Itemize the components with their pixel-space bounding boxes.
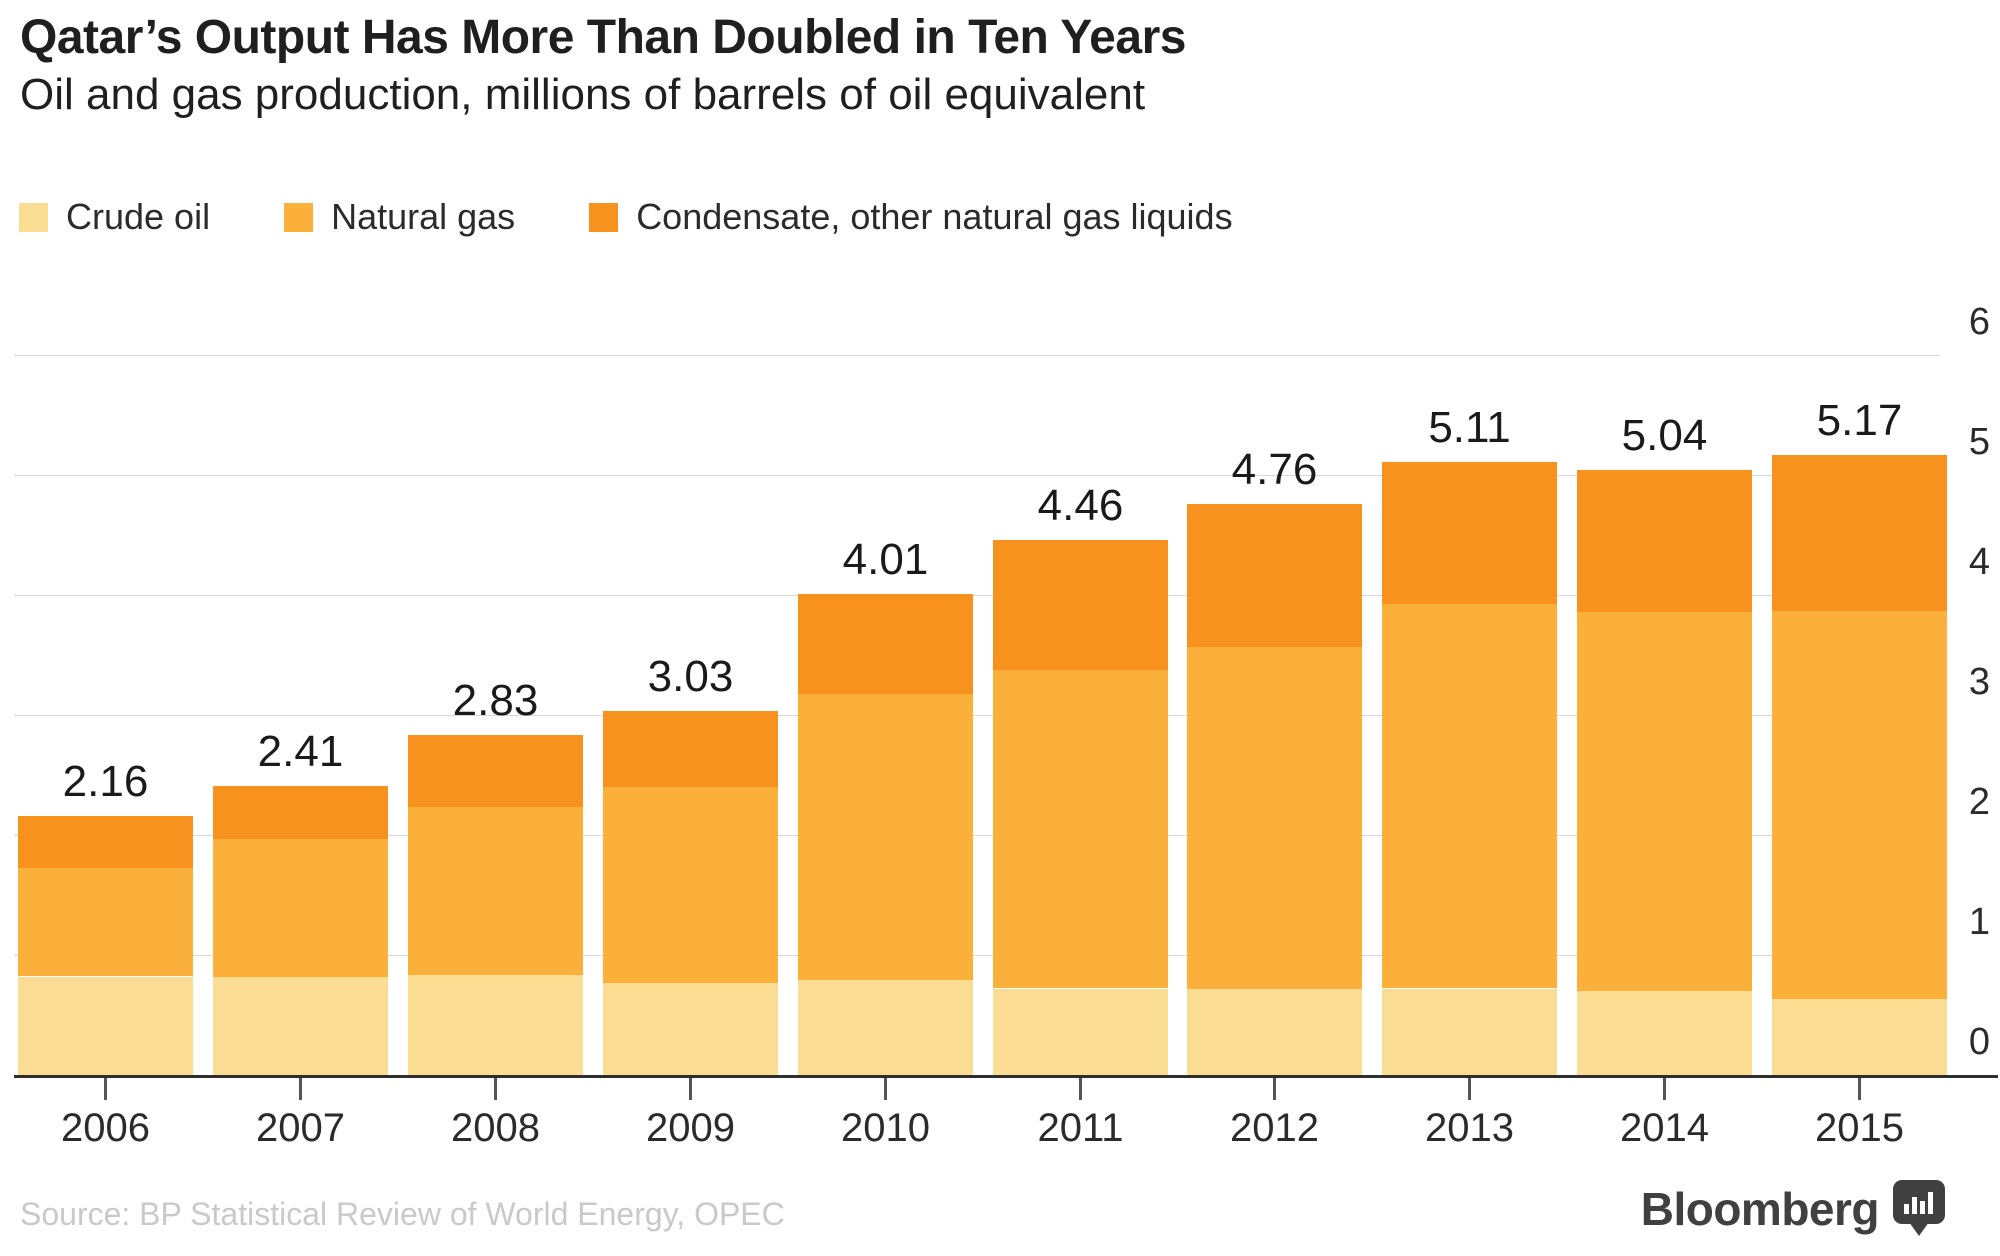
x-axis-label-2010: 2010 bbox=[841, 1106, 930, 1150]
x-axis-label-2015: 2015 bbox=[1815, 1106, 1904, 1150]
bar-segment-natural-gas-2007 bbox=[213, 839, 388, 977]
gridline-6 bbox=[14, 355, 1940, 356]
bar-segment-crude-oil-2014 bbox=[1577, 991, 1752, 1075]
x-axis-label-2007: 2007 bbox=[256, 1106, 345, 1150]
gridline-3 bbox=[14, 715, 1940, 716]
bloomberg-logo: Bloomberg bbox=[1641, 1180, 1945, 1238]
gridline-1 bbox=[14, 955, 1940, 956]
y-axis-label-0: 0 bbox=[1968, 1021, 1990, 1063]
x-axis-label-2008: 2008 bbox=[451, 1106, 540, 1150]
bar-total-label-2014: 5.04 bbox=[1621, 411, 1708, 460]
x-axis-label-2011: 2011 bbox=[1037, 1106, 1124, 1150]
y-axis-label-2: 2 bbox=[1968, 781, 1990, 823]
source-note: Source: BP Statistical Review of World E… bbox=[20, 1196, 785, 1232]
bar-segment-crude-oil-2011 bbox=[993, 989, 1168, 1075]
bar-segment-condensate-other-natural-gas-liquids-2006 bbox=[18, 816, 193, 868]
y-axis-label-5: 5 bbox=[1968, 421, 1990, 463]
x-axis-tick-2008 bbox=[494, 1078, 497, 1100]
bar-segment-crude-oil-2015 bbox=[1772, 998, 1947, 1075]
bar-segment-condensate-other-natural-gas-liquids-2014 bbox=[1577, 470, 1752, 612]
bar-segment-natural-gas-2012 bbox=[1187, 647, 1362, 989]
x-axis-tick-2011 bbox=[1079, 1078, 1082, 1100]
gridline-2 bbox=[14, 835, 1940, 836]
y-axis-label-1: 1 bbox=[1968, 901, 1990, 943]
legend-swatch-condensate-other-natural-gas-liquids bbox=[589, 202, 619, 232]
bloomberg-wordmark: Bloomberg bbox=[1640, 1183, 1880, 1235]
x-axis-label-2014: 2014 bbox=[1620, 1106, 1709, 1150]
x-axis-tick-2013 bbox=[1468, 1078, 1471, 1100]
bar-segment-crude-oil-2012 bbox=[1187, 989, 1362, 1075]
chart-subtitle: Oil and gas production, millions of barr… bbox=[20, 70, 1146, 119]
legend-swatch-crude-oil bbox=[19, 202, 48, 232]
bar-segment-crude-oil-2006 bbox=[18, 977, 193, 1075]
bar-segment-condensate-other-natural-gas-liquids-2013 bbox=[1382, 462, 1557, 604]
bar-total-label-2006: 2.16 bbox=[62, 757, 149, 806]
bar-segment-crude-oil-2013 bbox=[1382, 989, 1557, 1075]
bar-segment-natural-gas-2009 bbox=[603, 787, 778, 983]
bar-segment-natural-gas-2010 bbox=[798, 693, 973, 980]
bar-segment-natural-gas-2013 bbox=[1382, 603, 1557, 988]
bar-segment-natural-gas-2006 bbox=[18, 867, 193, 976]
bar-segment-crude-oil-2008 bbox=[408, 975, 583, 1075]
bar-total-label-2010: 4.01 bbox=[842, 535, 929, 584]
bar-segment-crude-oil-2007 bbox=[213, 977, 388, 1075]
x-axis-label-2012: 2012 bbox=[1230, 1106, 1319, 1150]
gridline-4 bbox=[14, 595, 1940, 596]
legend-label-crude-oil: Crude oil bbox=[66, 196, 211, 237]
legend-item-natural-gas: Natural gas bbox=[284, 196, 515, 238]
bar-total-label-2008: 2.83 bbox=[452, 676, 539, 725]
bar-segment-condensate-other-natural-gas-liquids-2011 bbox=[993, 540, 1168, 670]
legend-label-condensate-other-natural-gas-liquids: Condensate, other natural gas liquids bbox=[636, 196, 1233, 237]
bar-segment-natural-gas-2008 bbox=[408, 807, 583, 975]
x-axis-tick-2015 bbox=[1858, 1078, 1861, 1100]
bar-total-label-2012: 4.76 bbox=[1231, 445, 1318, 494]
x-axis-tick-2007 bbox=[299, 1078, 302, 1100]
x-axis-tick-2012 bbox=[1273, 1078, 1276, 1100]
bloomberg-chart-bubble-icon bbox=[1893, 1180, 1945, 1236]
bar-segment-condensate-other-natural-gas-liquids-2015 bbox=[1772, 455, 1947, 611]
bar-segment-crude-oil-2009 bbox=[603, 983, 778, 1075]
bar-segment-condensate-other-natural-gas-liquids-2012 bbox=[1187, 504, 1362, 647]
y-axis-label-6: 6 bbox=[1968, 301, 1990, 343]
legend-item-condensate-other-natural-gas-liquids: Condensate, other natural gas liquids bbox=[589, 196, 1233, 238]
x-axis-label-2013: 2013 bbox=[1425, 1106, 1514, 1150]
legend-swatch-natural-gas bbox=[284, 202, 314, 232]
x-axis-label-2009: 2009 bbox=[646, 1106, 735, 1150]
x-axis-line bbox=[14, 1075, 1998, 1078]
bar-segment-condensate-other-natural-gas-liquids-2009 bbox=[603, 711, 778, 787]
bar-segment-natural-gas-2015 bbox=[1772, 611, 1947, 999]
bar-total-label-2011: 4.46 bbox=[1037, 481, 1124, 530]
x-axis-tick-2014 bbox=[1663, 1078, 1666, 1100]
bar-segment-natural-gas-2014 bbox=[1577, 612, 1752, 991]
bar-segment-condensate-other-natural-gas-liquids-2008 bbox=[408, 735, 583, 807]
bar-total-label-2007: 2.41 bbox=[257, 727, 344, 776]
bar-segment-condensate-other-natural-gas-liquids-2010 bbox=[798, 594, 973, 694]
legend-label-natural-gas: Natural gas bbox=[331, 196, 516, 237]
x-axis-tick-2010 bbox=[884, 1078, 887, 1100]
bar-segment-crude-oil-2010 bbox=[798, 980, 973, 1075]
x-axis-tick-2006 bbox=[104, 1078, 107, 1100]
bar-total-label-2013: 5.11 bbox=[1428, 403, 1511, 452]
legend: Crude oil Natural gas Condensate, other na… bbox=[19, 196, 1233, 238]
legend-item-crude-oil: Crude oil bbox=[19, 196, 210, 238]
chart-title: Qatar’s Output Has More Than Doubled in … bbox=[20, 11, 1186, 64]
x-axis-label-2006: 2006 bbox=[61, 1106, 150, 1150]
bar-segment-natural-gas-2011 bbox=[993, 669, 1168, 988]
x-axis-tick-2009 bbox=[689, 1078, 692, 1100]
y-axis-label-4: 4 bbox=[1968, 541, 1990, 583]
bar-total-label-2009: 3.03 bbox=[647, 652, 734, 701]
y-axis-label-3: 3 bbox=[1968, 661, 1990, 703]
bar-total-label-2015: 5.17 bbox=[1816, 396, 1903, 445]
bar-segment-condensate-other-natural-gas-liquids-2007 bbox=[213, 786, 388, 839]
gridline-5 bbox=[14, 475, 1940, 476]
